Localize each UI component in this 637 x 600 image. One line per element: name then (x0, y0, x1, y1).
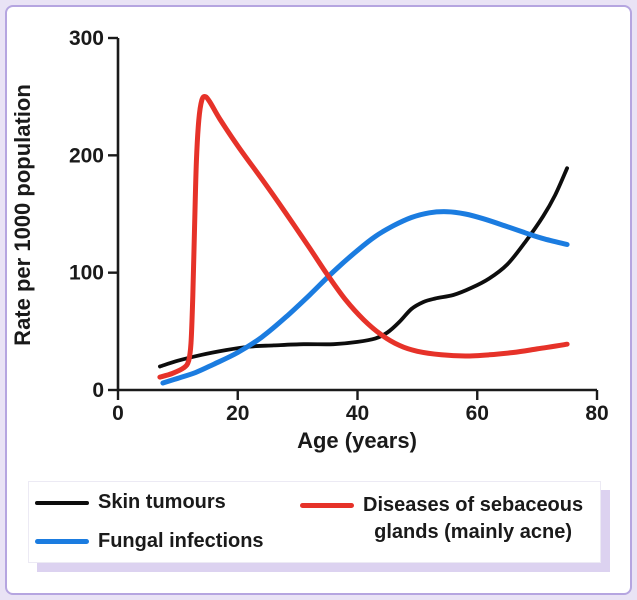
series-line-1 (160, 209, 570, 386)
legend-item-sebaceous-glands: Diseases of sebaceous glands (mainly acn… (300, 492, 600, 546)
legend-label-fungal-infections: Fungal infections (98, 530, 264, 552)
legend: Skin tumours Fungal infections Diseases … (28, 481, 601, 563)
x-tick-label: 20 (226, 402, 249, 425)
legend-label-sebaceous-line1: Diseases of sebaceous (363, 494, 584, 516)
x-axis-label: Age (years) (297, 428, 417, 453)
fungal-infections-line-swatch (35, 539, 89, 544)
legend-item-fungal-infections: Fungal infections (35, 528, 300, 555)
legend-label-skin-tumours: Skin tumours (98, 491, 226, 513)
legend-item-skin-tumours: Skin tumours (35, 489, 300, 516)
x-tick-label: 60 (466, 402, 489, 425)
legend-label-sebaceous-line2: glands (mainly acne) (374, 521, 572, 543)
legend-right-column: Diseases of sebaceous glands (mainly acn… (300, 482, 600, 562)
y-tick-label: 0 (92, 379, 104, 402)
x-tick-label: 80 (585, 402, 608, 425)
y-tick-label: 100 (69, 262, 104, 285)
series-line-2 (157, 94, 570, 380)
chart: Age (years) Rate per 1000 population 0 10… (10, 27, 609, 453)
y-axis-label: Rate per 1000 population (10, 84, 35, 346)
series-line-0 (158, 166, 569, 369)
x-tick-label: 40 (346, 402, 369, 425)
y-tick-label: 300 (69, 27, 104, 50)
sebaceous-glands-line-swatch (300, 503, 354, 508)
y-tick-label: 200 (69, 144, 104, 167)
skin-tumours-line-swatch (35, 500, 89, 505)
legend-left-column: Skin tumours Fungal infections (29, 482, 300, 562)
legend-label-sebaceous-glands: Diseases of sebaceous glands (mainly acn… (363, 492, 583, 546)
x-tick-label: 0 (112, 402, 124, 425)
